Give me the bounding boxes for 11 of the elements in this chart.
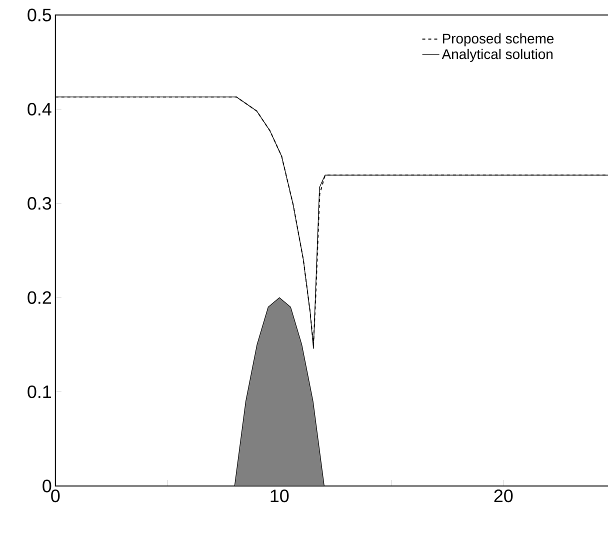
y-tick-label: 0.5 — [28, 8, 52, 22]
y-tick-label: 0.4 — [28, 102, 52, 116]
x-tick-label: 10 — [270, 490, 289, 502]
x-tick-label: 0 — [51, 490, 60, 502]
legend-label: Proposed scheme — [442, 33, 554, 46]
legend-label: Analytical solution — [442, 48, 553, 62]
y-tick-label: 0.2 — [28, 291, 51, 304]
x-tick-label: 20 — [494, 490, 513, 502]
y-tick-label: 0 — [42, 480, 52, 492]
y-tick-label: 0.3 — [28, 197, 52, 210]
y-tick-label: 0.1 — [28, 385, 51, 398]
